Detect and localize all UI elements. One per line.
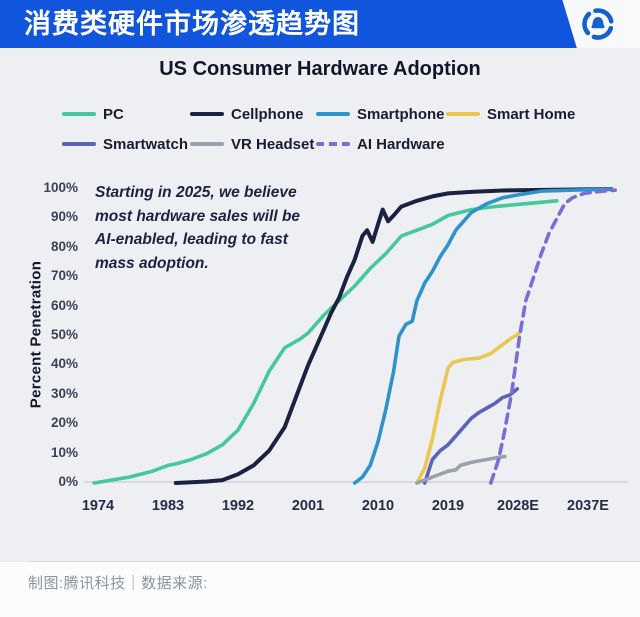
y-tick: 100% bbox=[43, 180, 78, 195]
x-tick: 1992 bbox=[221, 498, 255, 514]
annotation-line: Starting in 2025, we believe bbox=[95, 184, 297, 201]
x-tick: 2037E bbox=[567, 498, 609, 514]
x-tick: 2028E bbox=[497, 498, 539, 514]
series-line-smartwatch bbox=[422, 387, 520, 485]
legend-swatch bbox=[62, 111, 96, 117]
annotation-line: AI-enabled, leading to fast bbox=[95, 231, 288, 248]
legend-item-pc: PC bbox=[62, 104, 124, 124]
legend-swatch bbox=[446, 111, 480, 117]
legend-item-cellphone: Cellphone bbox=[190, 104, 304, 124]
legend-label: AI Hardware bbox=[357, 135, 445, 153]
x-tick: 1983 bbox=[151, 498, 185, 514]
legend-label: Smartwatch bbox=[103, 135, 189, 153]
legend-item-smartphone: Smartphone bbox=[316, 104, 445, 124]
legend-label: Smart Home bbox=[487, 105, 576, 123]
legend-item-vr-headset: VR Headset bbox=[190, 134, 314, 154]
legend-swatch bbox=[190, 111, 224, 117]
y-tick: 10% bbox=[50, 444, 78, 460]
y-tick: 70% bbox=[50, 268, 78, 284]
legend-label: VR Headset bbox=[231, 135, 315, 153]
header-title: 消费类硬件市场渗透趋势图 bbox=[24, 9, 360, 39]
x-tick: 2010 bbox=[361, 498, 395, 514]
y-tick: 90% bbox=[50, 209, 78, 225]
annotation: Starting in 2025, we believe most hardwar… bbox=[95, 181, 355, 275]
legend-label: Smartphone bbox=[357, 105, 445, 123]
legend-item-smart-home: Smart Home bbox=[446, 104, 575, 124]
legend-swatch bbox=[62, 141, 96, 147]
series-line-ai-hardware bbox=[488, 188, 618, 485]
plot-svg bbox=[84, 187, 628, 485]
legend-label: Cellphone bbox=[231, 105, 304, 123]
x-tick: 2019 bbox=[431, 498, 465, 514]
legend-label: PC bbox=[103, 105, 124, 123]
series-line-vr-headset bbox=[415, 454, 507, 485]
y-tick: 20% bbox=[50, 415, 78, 431]
chart-card bbox=[0, 48, 640, 562]
footer-credit: 制图:腾讯科技｜数据来源: bbox=[28, 575, 208, 592]
tencent-tech-logo bbox=[582, 8, 614, 40]
y-tick: 0% bbox=[58, 474, 78, 489]
annotation-line: mass adoption. bbox=[95, 254, 209, 272]
series-line-smartphone bbox=[352, 187, 614, 485]
x-tick: 2001 bbox=[291, 498, 325, 514]
series-line-pc bbox=[92, 199, 559, 485]
y-tick: 40% bbox=[50, 356, 78, 372]
annotation-line: most hardware sales will be bbox=[95, 207, 301, 225]
x-tick: 1974 bbox=[81, 498, 115, 514]
chart-title: US Consumer Hardware Adoption bbox=[159, 58, 481, 80]
legend-item-ai-hardware: AI Hardware bbox=[316, 134, 445, 154]
y-tick: 50% bbox=[50, 327, 78, 342]
y-tick: 80% bbox=[50, 238, 78, 254]
legend-swatch bbox=[316, 141, 350, 147]
y-tick: 60% bbox=[50, 297, 78, 313]
series-line-cellphone bbox=[173, 187, 614, 485]
series-line-smart-home bbox=[415, 331, 522, 485]
y-tick: 30% bbox=[50, 385, 78, 401]
legend-swatch bbox=[316, 111, 350, 117]
header: 消费类硬件市场渗透趋势图 bbox=[0, 0, 640, 48]
footer-divider bbox=[28, 561, 640, 562]
legend-swatch bbox=[190, 141, 224, 147]
legend-item-smartwatch: Smartwatch bbox=[62, 134, 188, 154]
